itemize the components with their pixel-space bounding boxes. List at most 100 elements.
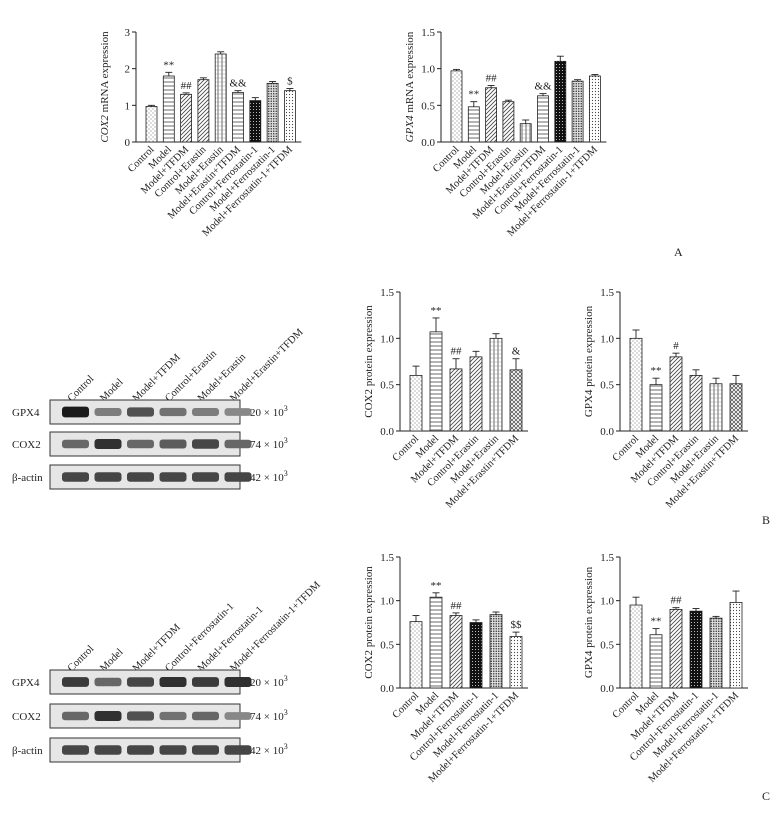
bar-3: [180, 93, 193, 143]
bar-5: [519, 123, 532, 143]
y-axis-title: COX2 protein expression: [363, 566, 375, 679]
bar-1: [145, 106, 158, 143]
bar-4: [689, 610, 703, 689]
bar-4: [502, 101, 515, 143]
y-tick-label: 0.5: [380, 639, 394, 651]
y-tick-label: 0.0: [380, 426, 394, 438]
y-tick-label: 0.0: [600, 426, 614, 438]
blot-band: [62, 406, 89, 418]
significance-mark: &: [512, 346, 521, 358]
blot-row-label: COX2: [12, 711, 41, 723]
y-axis-title: GPX4 protein expression: [583, 305, 595, 417]
y-axis-title-text: GPX4 protein expression: [583, 566, 595, 678]
blot-band: [94, 677, 122, 687]
bar-5: [214, 53, 227, 143]
molecular-weight-exponent: 3: [284, 404, 288, 413]
blot-band: [224, 712, 252, 720]
category-label: Control: [391, 690, 422, 721]
significance-mark: &&: [534, 81, 552, 93]
bar-1: [450, 70, 463, 143]
blot-band: [62, 472, 89, 482]
chart-b2: 0.0 0.5 1.0 1.5 GPX4 protein expression Contr…: [583, 287, 748, 511]
y-axis-title-text: mRNA expression: [99, 31, 111, 115]
bar-3: [449, 615, 463, 689]
molecular-weight-label: 74 × 103: [250, 436, 288, 451]
significance-mark: #: [673, 340, 679, 352]
blot-row-label: COX2: [12, 439, 41, 451]
blot-band: [127, 472, 154, 482]
bar-6: [509, 636, 523, 689]
y-tick-label: 0.5: [421, 100, 435, 112]
y-tick-label: 1.5: [600, 552, 614, 564]
molecular-weight-exponent: 3: [284, 469, 288, 478]
blot-band: [94, 745, 122, 755]
category-label: Control: [611, 690, 642, 721]
y-axis-title-gene: COX2: [99, 115, 111, 143]
bar-3: [669, 609, 683, 689]
bar-4: [469, 356, 483, 432]
western-blot-b: Control Model Model+TFDMControl+ErastinMod…: [12, 326, 306, 490]
y-tick-label: 0.5: [600, 380, 614, 392]
molecular-weight-exponent: 3: [284, 742, 288, 751]
y-tick-label: 1.0: [380, 333, 394, 345]
y-tick-label: 1.5: [380, 287, 394, 299]
blot-band: [94, 408, 122, 416]
molecular-weight-label: 74 × 103: [250, 708, 288, 723]
blot-band: [224, 745, 252, 755]
blot-band: [159, 407, 187, 417]
chart-b1: 0.0 0.5 1.0 1.5 COX2 protein expression Contr…: [363, 287, 528, 511]
significance-mark: ##: [671, 595, 683, 607]
blot-row-label: GPX4: [12, 407, 40, 419]
blot-band: [224, 676, 252, 688]
bar-9: [589, 75, 601, 143]
blot-band: [62, 677, 89, 687]
bar-5: [489, 337, 503, 432]
bar-6: [509, 369, 523, 432]
bar-4: [469, 622, 483, 689]
y-tick-label: 1.5: [421, 27, 435, 39]
y-tick-label: 0.5: [600, 639, 614, 651]
y-axis-title-gene: GPX4: [404, 115, 416, 142]
bar-6: [729, 602, 743, 689]
blot-row-label: GPX4: [12, 677, 40, 689]
blot-band: [159, 745, 187, 755]
significance-mark: ##: [451, 600, 463, 612]
y-tick-label: 0: [125, 137, 131, 149]
panel-letter-c: C: [762, 789, 770, 803]
significance-mark: **: [468, 89, 479, 101]
y-tick-label: 1.0: [600, 596, 614, 608]
y-axis-title-text: GPX4 protein expression: [583, 305, 595, 417]
significance-mark: &&: [229, 78, 247, 90]
significance-mark: **: [651, 365, 662, 377]
bar-2: [429, 596, 443, 689]
y-axis-title: GPX4 mRNA expression: [404, 31, 416, 142]
significance-mark: $: [287, 75, 293, 87]
y-tick-label: 0.5: [380, 380, 394, 392]
blot-band: [62, 711, 89, 721]
panel-letter-b: B: [762, 513, 770, 527]
bar-5: [489, 614, 503, 689]
bar-1: [629, 604, 643, 689]
bar-3: [485, 87, 498, 143]
bar-9: [283, 90, 296, 143]
y-tick-label: 0.0: [600, 683, 614, 695]
y-tick-label: 0.0: [421, 137, 435, 149]
bar-1: [409, 621, 423, 689]
y-tick-label: 1: [125, 100, 131, 112]
significance-mark: **: [651, 616, 662, 628]
bar-1: [629, 337, 643, 432]
y-axis-title-text: mRNA expression: [404, 31, 416, 115]
blot-band: [94, 438, 122, 450]
y-tick-label: 2: [125, 64, 131, 76]
blot-band: [127, 745, 154, 755]
significance-mark: **: [431, 580, 442, 592]
molecular-weight-exponent: 3: [284, 436, 288, 445]
blot-band: [192, 745, 219, 755]
western-blot-c: Control Model Model+TFDMControl+Ferrostati…: [12, 579, 323, 763]
significance-mark: $$: [511, 619, 523, 631]
significance-mark: ##: [181, 80, 193, 92]
y-tick-label: 0.0: [380, 683, 394, 695]
blot-band: [224, 408, 252, 416]
y-axis-title: COX2 mRNA expression: [99, 31, 111, 143]
molecular-weight-label: 20 × 103: [250, 674, 288, 689]
